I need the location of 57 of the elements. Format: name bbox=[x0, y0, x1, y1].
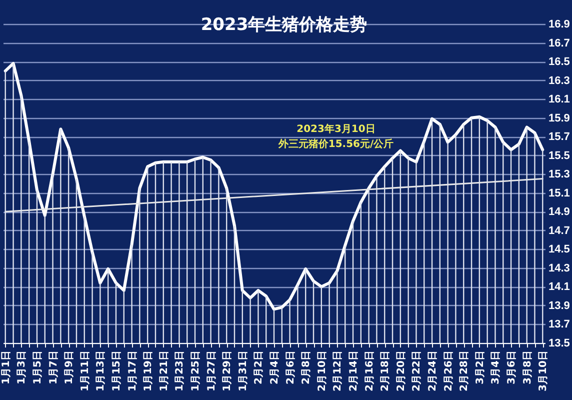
x-tick-label: 2月14日 bbox=[348, 350, 360, 392]
y-tick-label: 14.7 bbox=[548, 224, 570, 237]
x-tick-label: 2月4日 bbox=[270, 350, 280, 384]
x-tick-label: 2月12日 bbox=[332, 350, 344, 392]
x-tick-label: 2月8日 bbox=[301, 350, 312, 384]
x-tick-label: 1月17日 bbox=[127, 350, 138, 392]
x-tick-label: 1月7日 bbox=[48, 350, 60, 384]
y-tick-label: 14.1 bbox=[548, 281, 570, 294]
x-tick-label: 2月2日 bbox=[254, 350, 265, 384]
y-tick-label: 15.3 bbox=[548, 168, 570, 181]
y-tick-label: 14.3 bbox=[548, 262, 570, 274]
x-tick-label: 1月3日 bbox=[16, 350, 28, 384]
y-tick-label: 13.9 bbox=[548, 300, 570, 312]
x-tick-label: 3月8日 bbox=[522, 350, 534, 384]
x-tick-label: 1月15日 bbox=[111, 350, 122, 392]
x-tick-label: 2月16日 bbox=[364, 350, 376, 392]
y-tick-label: 14.5 bbox=[548, 244, 570, 256]
annotation: 2023年3月10日 bbox=[296, 123, 376, 135]
annotation: 外三元猪价15.56元/公斤 bbox=[277, 138, 394, 150]
x-tick-label: 1月13日 bbox=[96, 350, 107, 392]
x-tick-label: 1月31日 bbox=[238, 350, 249, 392]
x-tick-label: 3月4日 bbox=[490, 350, 502, 384]
y-tick-label: 16.1 bbox=[548, 94, 570, 106]
y-tick-label: 16.5 bbox=[548, 56, 570, 68]
x-tick-label: 2月24日 bbox=[428, 350, 439, 392]
y-tick-label: 16.7 bbox=[548, 37, 570, 50]
y-tick-label: 15.1 bbox=[548, 187, 570, 200]
y-tick-label: 14.9 bbox=[548, 206, 570, 218]
x-tick-label: 1月19日 bbox=[143, 350, 154, 392]
x-tick-label: 2月10日 bbox=[316, 350, 328, 392]
x-tick-label: 2月6日 bbox=[285, 350, 296, 384]
y-tick-label: 16.3 bbox=[548, 74, 570, 87]
chart-title: 2023年生猪价格走势 bbox=[200, 15, 368, 35]
y-tick-label: 16.9 bbox=[548, 18, 570, 30]
y-tick-label: 13.5 bbox=[548, 338, 570, 350]
x-tick-label: 3月6日 bbox=[506, 350, 518, 384]
line-series bbox=[4, 62, 544, 311]
y-tick-label: 15.7 bbox=[548, 131, 570, 144]
x-tick-label: 2月20日 bbox=[396, 350, 407, 392]
x-tick-label: 1月23日 bbox=[174, 350, 186, 392]
x-tick-label: 1月29日 bbox=[222, 350, 234, 392]
x-tick-label: 2月18日 bbox=[380, 350, 392, 392]
x-tick-label: 1月25日 bbox=[190, 350, 202, 392]
y-tick-label: 15.9 bbox=[548, 112, 570, 124]
x-tick-label: 1月5日 bbox=[32, 350, 44, 384]
x-tick-label: 1月1日 bbox=[0, 350, 12, 384]
x-tick-label: 3月2日 bbox=[474, 350, 486, 384]
x-tick-label: 2月26日 bbox=[443, 350, 454, 392]
x-tick-label: 2月22日 bbox=[412, 350, 423, 392]
x-tick-label: 1月9日 bbox=[64, 350, 76, 384]
x-tick-label: 1月27日 bbox=[206, 350, 218, 392]
x-tick-label: 2月28日 bbox=[459, 350, 470, 392]
x-tick-label: 1月21日 bbox=[158, 350, 170, 392]
y-tick-label: 13.7 bbox=[548, 318, 570, 331]
x-tick-label: 1月11日 bbox=[80, 350, 91, 392]
x-tick-label: 3月10日 bbox=[538, 350, 550, 392]
y-tick-label: 15.5 bbox=[548, 150, 570, 162]
